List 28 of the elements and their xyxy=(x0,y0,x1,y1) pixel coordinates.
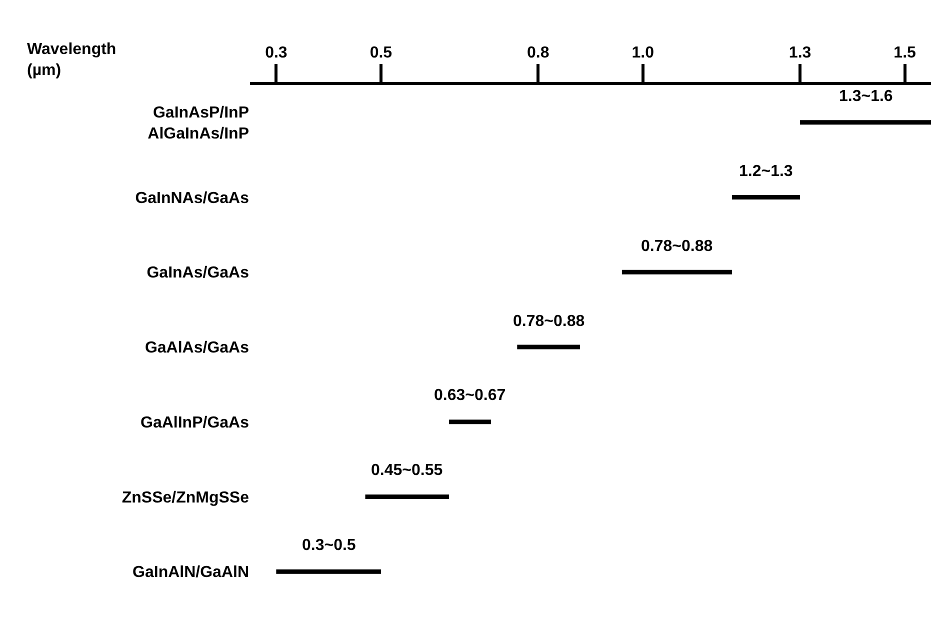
bar xyxy=(800,120,931,125)
y-tick-label: GaAlAs/GaAs xyxy=(144,340,250,357)
annotation: 0.78~0.88 xyxy=(641,238,713,255)
x-tick-label: 0.8 xyxy=(526,44,550,62)
bar xyxy=(517,344,580,350)
annotation: 0.78~0.88 xyxy=(513,313,585,330)
x-tick-label: 1.5 xyxy=(894,44,916,62)
y-tick-label: ZnSSe/ZnMgSSe xyxy=(122,489,250,506)
bar xyxy=(449,420,491,424)
y-tick-label: GaInNAs/GaAs xyxy=(135,190,250,207)
x-axis-title: Wavelength (µm) xyxy=(27,41,116,79)
bar xyxy=(365,494,450,499)
x-tick-label: 1.3 xyxy=(788,44,812,62)
x-tick-label: 1.0 xyxy=(632,44,654,62)
bar xyxy=(622,270,732,274)
bar xyxy=(732,195,800,200)
y-tick-label: GaAlInP/GaAs xyxy=(140,414,250,432)
annotation: 0.45~0.55 xyxy=(371,462,443,479)
x-tick-label: 0.5 xyxy=(370,44,392,62)
annotation: 0.63~0.67 xyxy=(434,387,506,404)
annotation: 1.3~1.6 xyxy=(839,88,893,105)
annotation: 1.2~1.3 xyxy=(739,163,793,180)
annotation: 0.3~0.5 xyxy=(302,537,356,554)
x-tick-label: 0.3 xyxy=(265,44,288,62)
bar xyxy=(276,569,381,574)
y-tick-label: GaInAsP/InP AlGaInAs/InP xyxy=(148,104,250,142)
y-tick-label: GaInAs/GaAs xyxy=(146,264,250,282)
y-tick-label: GaInAlN/GaAlN xyxy=(132,564,249,582)
